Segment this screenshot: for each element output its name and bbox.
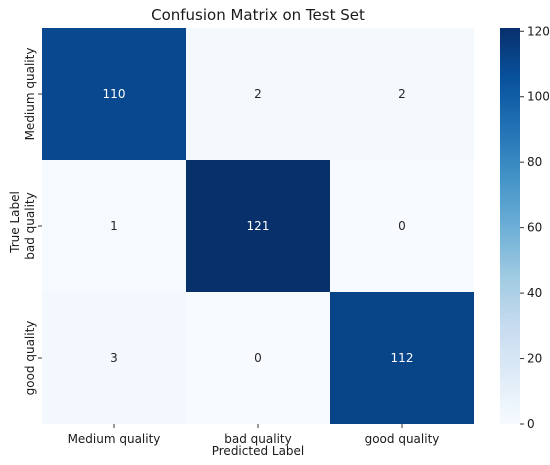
cell-value-label: 3 — [110, 351, 118, 365]
colorbar-tick-label: 120 — [527, 24, 550, 38]
colorbar-tick-label: 0 — [527, 417, 535, 431]
y-tick-label: good quality — [23, 321, 37, 396]
colorbar-tick-label: 40 — [527, 286, 542, 300]
heatmap-cell — [42, 160, 186, 292]
cell-value-label: 2 — [254, 87, 262, 101]
colorbar — [500, 28, 520, 424]
cell-value-label: 110 — [103, 87, 126, 101]
y-tick-label: Medium quality — [23, 48, 37, 141]
chart-title: Confusion Matrix on Test Set — [151, 6, 365, 24]
y-axis-label: True Label — [8, 191, 22, 253]
heatmap-cell — [330, 28, 474, 160]
x-tick-label: Medium quality — [68, 432, 161, 446]
heatmap-cell — [186, 292, 330, 424]
cell-value-label: 0 — [398, 219, 406, 233]
x-tick-label: good quality — [365, 432, 440, 446]
cell-value-label: 1 — [110, 219, 118, 233]
heatmap-cell — [186, 28, 330, 160]
y-tick-label: bad quality — [23, 192, 37, 259]
x-tick-label: bad quality — [224, 432, 291, 446]
colorbar-tick-label: 80 — [527, 155, 542, 169]
heatmap-cell — [330, 292, 474, 424]
heatmap-cell — [42, 28, 186, 160]
heatmap-cell — [330, 160, 474, 292]
colorbar-tick-label: 60 — [527, 221, 542, 235]
heatmap-cell — [186, 160, 330, 292]
cell-value-label: 121 — [247, 219, 270, 233]
x-axis-label: Predicted Label — [211, 444, 305, 458]
cell-value-label: 112 — [391, 351, 414, 365]
cell-value-label: 0 — [254, 351, 262, 365]
colorbar-tick-label: 100 — [527, 90, 550, 104]
heatmap-cell — [42, 292, 186, 424]
cell-value-label: 2 — [398, 87, 406, 101]
colorbar-tick-label: 20 — [527, 352, 542, 366]
